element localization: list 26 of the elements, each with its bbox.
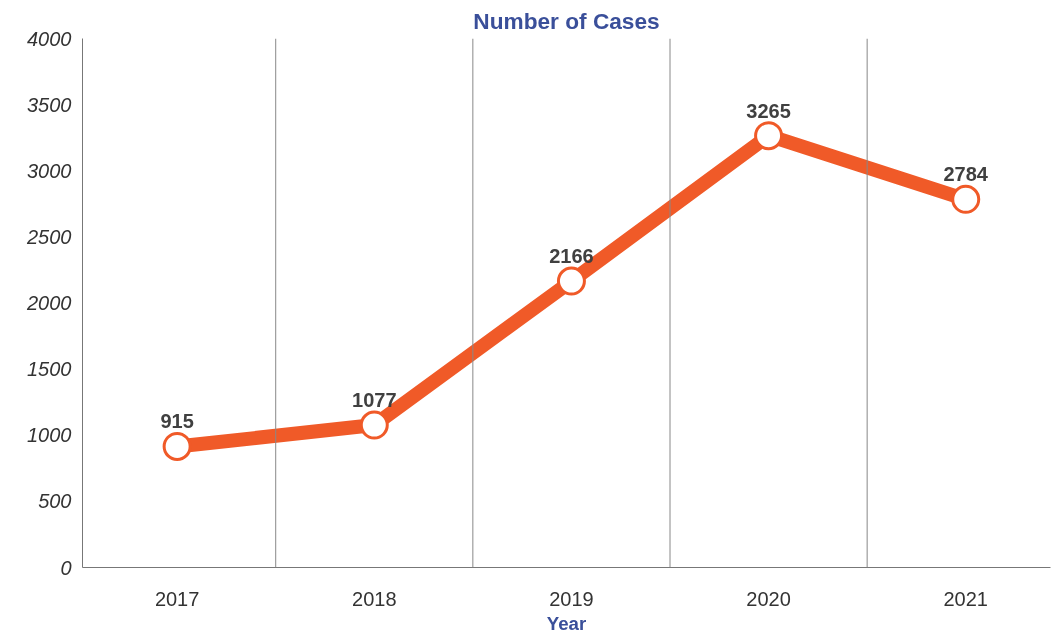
data-label: 2166 [549,245,594,268]
y-tick-label: 500 [38,490,72,513]
y-tick-label: 3000 [27,159,72,182]
x-tick-label: 2019 [549,587,594,610]
data-label: 1077 [352,389,397,412]
data-label: 3265 [746,99,791,122]
y-tick-label: 2000 [26,292,72,314]
y-tick-label: 3500 [27,93,72,116]
data-label: 915 [160,410,194,433]
y-tick-label: 2500 [26,225,72,248]
x-axis-title: Year [546,612,587,634]
y-tick-label: 1500 [27,358,72,381]
x-tick-label: 2020 [746,587,791,610]
point [754,121,784,151]
y-tick-label: 4000 [27,27,72,50]
data-label: 2784 [943,163,989,186]
point [556,266,586,296]
x-tick-label: 2021 [943,587,988,610]
point [162,432,192,461]
point [951,184,981,214]
point [359,410,389,440]
x-tick-label: 2018 [352,587,397,610]
chart-title: Number of Cases [473,7,660,34]
x-tick-label: 2017 [154,587,200,610]
y-tick-label: 1000 [27,424,72,447]
y-tick-label: 0 [60,556,72,579]
